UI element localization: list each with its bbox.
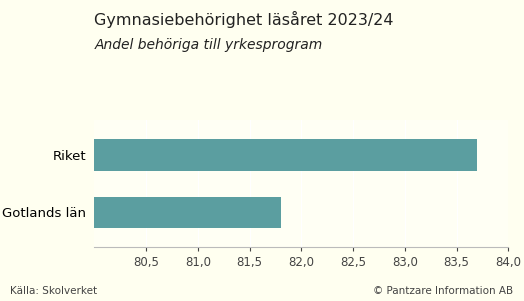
- Text: Andel behöriga till yrkesprogram: Andel behöriga till yrkesprogram: [94, 38, 323, 52]
- Text: Källa: Skolverket: Källa: Skolverket: [10, 287, 97, 296]
- Bar: [94, 139, 477, 171]
- Text: © Pantzare Information AB: © Pantzare Information AB: [374, 287, 514, 296]
- Text: Gymnasiebehörighet läsåret 2023/24: Gymnasiebehörighet läsåret 2023/24: [94, 11, 394, 28]
- Bar: [94, 197, 280, 228]
